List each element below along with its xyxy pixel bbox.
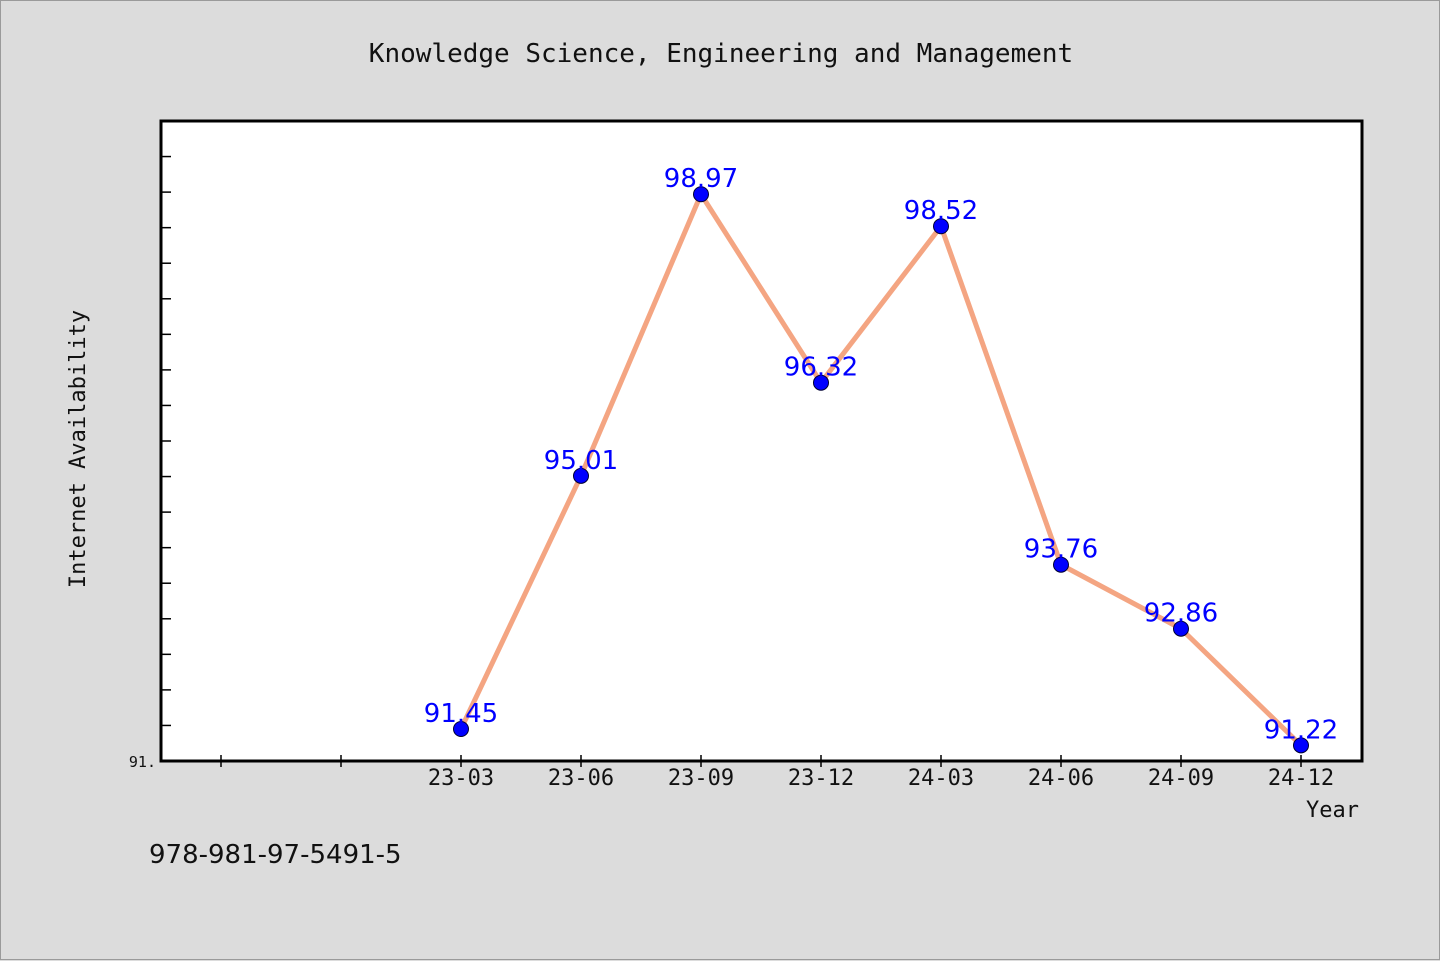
- x-axis-ticks: [220, 755, 1302, 767]
- data-label: 91.22: [1264, 715, 1338, 745]
- data-label: 98.52: [904, 196, 978, 226]
- x-tick-label: 24-09: [1148, 766, 1214, 791]
- data-point: [1173, 620, 1189, 637]
- data-point: [573, 467, 589, 484]
- data-point: [813, 374, 829, 391]
- x-axis-tick-labels: 23-03 23-06 23-09 23-12 24-03 24-06 24-09 24-12: [428, 766, 1334, 791]
- y-axis-min-label: 91.: [129, 753, 156, 771]
- data-point: [1293, 737, 1309, 754]
- data-label: 91.45: [424, 699, 498, 729]
- x-tick-label: 23-09: [668, 766, 734, 791]
- x-tick-label: 24-06: [1028, 766, 1094, 791]
- y-axis-ticks: [161, 120, 171, 762]
- data-point: [933, 218, 949, 235]
- data-labels: 91.45 95.01 98.97 96.32 98.52 93.76 92.86 91.22: [424, 164, 1338, 745]
- y-axis-label: Internet Availability: [66, 310, 91, 588]
- data-point: [693, 186, 709, 203]
- data-point: [453, 721, 469, 737]
- data-label: 98.97: [664, 164, 738, 194]
- x-tick-label: 24-03: [908, 766, 974, 791]
- footer-isbn: 978-981-97-5491-5: [149, 840, 402, 870]
- x-axis-label: Year: [1306, 798, 1359, 823]
- series-line: [458, 191, 1303, 748]
- x-tick-label: 24-12: [1268, 766, 1334, 791]
- data-label: 93.76: [1024, 535, 1098, 565]
- data-label: 95.01: [544, 446, 618, 476]
- data-markers: [453, 186, 1309, 754]
- chart-title: Knowledge Science, Engineering and Manag…: [369, 39, 1073, 69]
- x-tick-label: 23-06: [548, 766, 614, 791]
- x-tick-label: 23-12: [788, 766, 854, 791]
- data-point: [1053, 556, 1069, 573]
- plot-area: [159, 119, 1364, 763]
- data-label: 92.86: [1144, 599, 1218, 629]
- x-tick-label: 23-03: [428, 766, 494, 791]
- data-label: 96.32: [784, 353, 858, 383]
